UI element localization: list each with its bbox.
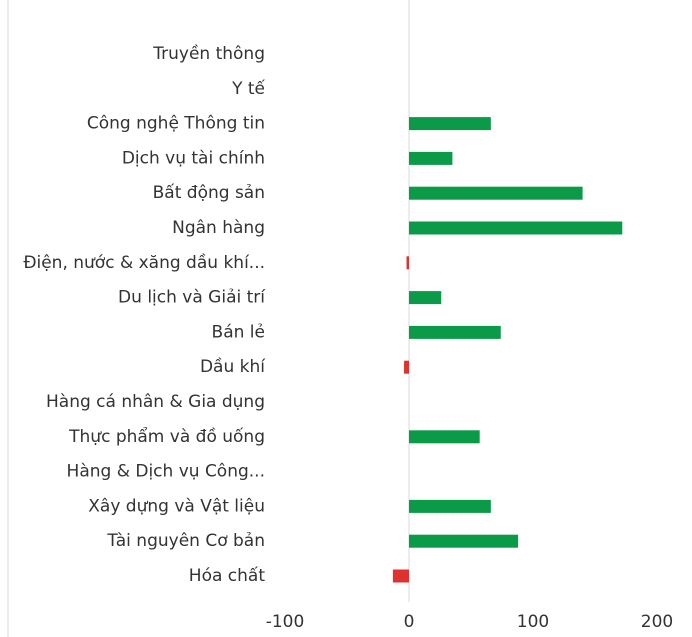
y-tick-label: Truyền thông xyxy=(152,43,265,64)
x-tick-label: 0 xyxy=(404,612,415,632)
y-tick-label: Hóa chất xyxy=(189,565,266,586)
y-tick-label: Hàng & Dịch vụ Công... xyxy=(67,462,265,482)
y-tick-label: Tài nguyên Cơ bản xyxy=(106,531,265,551)
y-tick-label: Du lịch và Giải trí xyxy=(118,288,266,308)
y-tick-label: Xây dựng và Vật liệu xyxy=(88,496,265,516)
bar xyxy=(409,430,480,444)
x-tick-label: 100 xyxy=(517,612,549,632)
y-tick-label: Y tế xyxy=(231,78,265,99)
bar xyxy=(392,569,409,583)
y-tick-label: Công nghệ Thông tin xyxy=(87,114,265,134)
y-tick-label: Thực phẩm và đồ uống xyxy=(68,426,265,447)
bar xyxy=(404,360,409,374)
x-tick-label: 200 xyxy=(641,612,673,632)
y-tick-label: Điện, nước & xăng dầu khí... xyxy=(23,252,265,273)
bar xyxy=(409,499,491,513)
y-tick-label: Hàng cá nhân & Gia dụng xyxy=(46,392,265,412)
x-tick-label: -100 xyxy=(266,612,305,632)
bar xyxy=(409,221,623,235)
y-tick-label: Bán lẻ xyxy=(212,322,265,342)
bar xyxy=(409,534,519,548)
y-tick-label: Bất động sản xyxy=(153,182,265,203)
bar xyxy=(409,117,491,131)
bar xyxy=(409,291,442,305)
bar xyxy=(409,186,583,200)
y-tick-label: Ngân hàng xyxy=(172,218,265,238)
bar xyxy=(406,256,409,270)
y-tick-label: Dầu khí xyxy=(200,356,266,377)
bar xyxy=(409,151,453,165)
y-tick-label: Dịch vụ tài chính xyxy=(122,148,265,168)
bar xyxy=(409,325,501,339)
